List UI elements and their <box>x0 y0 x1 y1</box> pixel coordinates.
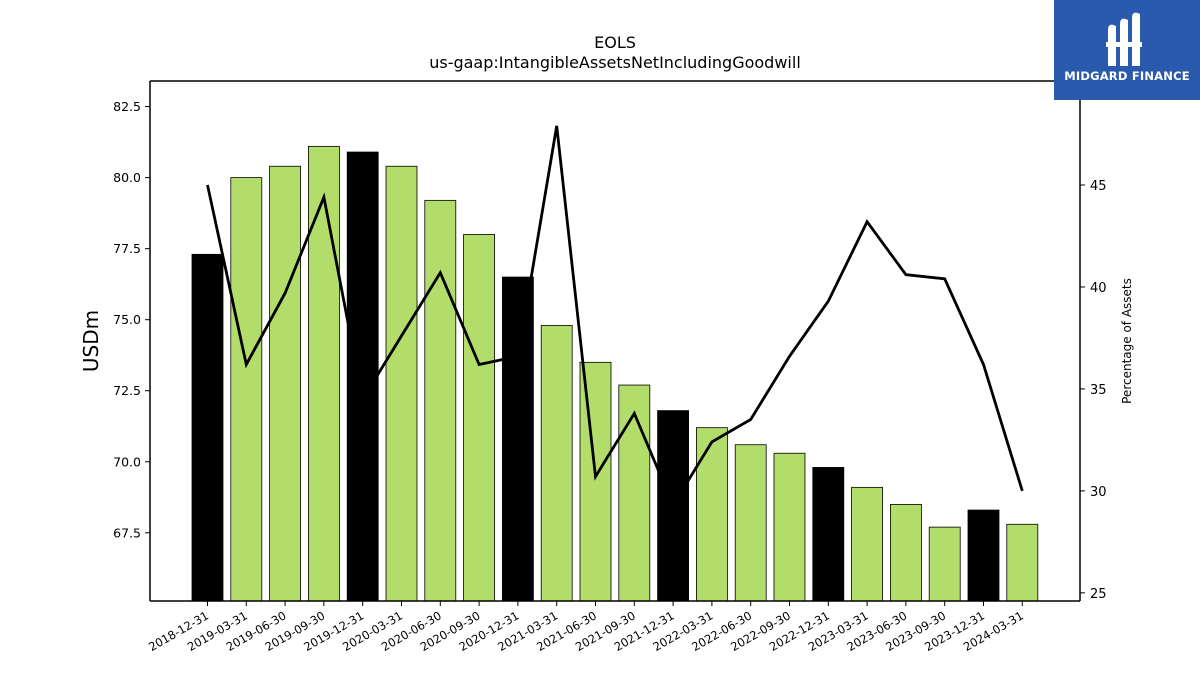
y2-tick-label: 25 <box>1090 587 1107 602</box>
series-line <box>206 125 1024 509</box>
bar <box>463 234 496 602</box>
y2-tick-label: 45 <box>1090 179 1107 194</box>
bar <box>540 324 573 602</box>
bar <box>230 177 263 602</box>
y-axis-label: USDm <box>79 310 103 372</box>
bar <box>1006 523 1039 602</box>
y-tick-label: 72.5 <box>113 383 141 398</box>
bar <box>579 361 612 602</box>
bar <box>967 509 1000 602</box>
bar <box>424 199 457 602</box>
bar <box>851 486 883 602</box>
chart-title: EOLS <box>594 33 636 52</box>
y2-tick-label: 40 <box>1090 281 1107 296</box>
y-tick-label: 75.0 <box>113 312 141 327</box>
bar <box>501 276 534 602</box>
brand-logo: MIDGARD FINANCE <box>1054 0 1200 100</box>
y-tick-label: 80.0 <box>113 170 141 185</box>
bar <box>385 165 418 602</box>
bar-series <box>191 145 1039 602</box>
y-tick-label: 67.5 <box>113 525 141 540</box>
chart-subtitle: us-gaap:IntangibleAssetsNetIncludingGood… <box>429 53 801 72</box>
line-series <box>206 125 1024 509</box>
y-tick-label: 77.5 <box>113 241 141 256</box>
bar <box>890 503 922 602</box>
midgard-logo-icon <box>1106 12 1142 67</box>
brand-logo-text: MIDGARD FINANCE <box>1064 69 1190 83</box>
bar <box>928 526 961 602</box>
y-tick-label: 82.5 <box>113 99 141 114</box>
bar <box>307 145 340 602</box>
bar <box>773 452 806 602</box>
y2-axis-label: Percentage of Assets <box>1120 278 1134 404</box>
y2-tick-label: 35 <box>1090 383 1107 398</box>
bar <box>618 384 651 602</box>
bar <box>812 467 845 602</box>
bar <box>269 165 302 602</box>
y-tick-label: 70.0 <box>113 454 141 469</box>
bar <box>346 151 379 602</box>
bar <box>696 427 728 602</box>
bar <box>191 253 224 602</box>
bar <box>734 444 767 602</box>
y2-tick-label: 30 <box>1090 485 1107 500</box>
